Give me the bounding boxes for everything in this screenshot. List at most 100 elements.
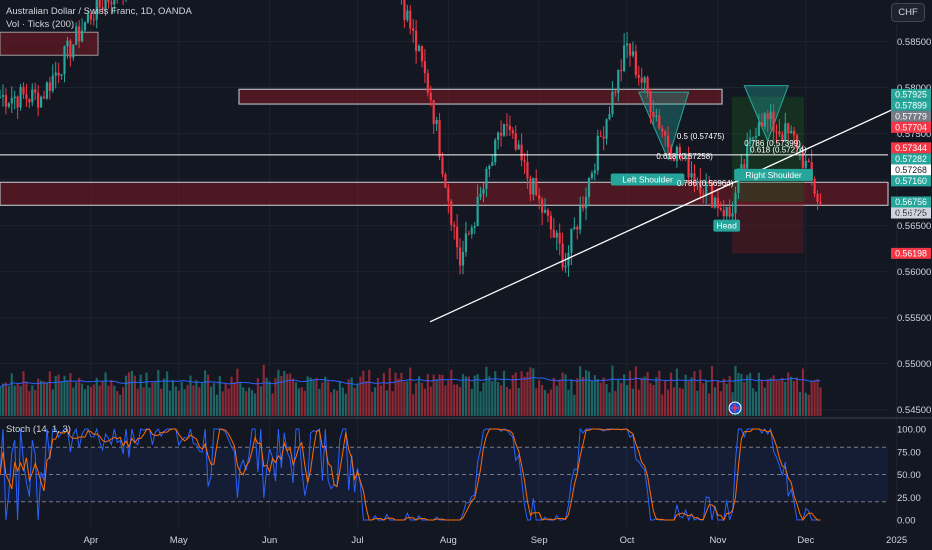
volume-bar (675, 368, 678, 416)
volume-bar (312, 379, 315, 416)
currency-button[interactable]: CHF (891, 3, 925, 22)
candle-body (713, 197, 717, 208)
symbol-title[interactable]: Australian Dollar / Swiss Franc, 1D, OAN… (6, 6, 192, 17)
candle-body (7, 103, 10, 107)
volume-bar (790, 376, 793, 416)
candle-body (634, 51, 637, 76)
candle-body (470, 227, 473, 235)
volume-bar (505, 387, 509, 416)
candle-body (10, 98, 13, 104)
volume-bar (403, 381, 406, 416)
stoch-indicator-label[interactable]: Stoch (14, 1, 3) (6, 424, 71, 435)
flag-icon[interactable] (728, 401, 742, 415)
volume-bar (705, 380, 708, 416)
candle-body (19, 86, 22, 108)
candle-body (734, 192, 737, 214)
volume-bar (160, 388, 163, 416)
candle-body (39, 96, 43, 108)
candle-body (757, 122, 761, 136)
volume-bar (664, 381, 667, 416)
stoch-tick-0: 100.00 (897, 425, 926, 436)
volume-bar (116, 390, 119, 416)
volume-bar (631, 388, 635, 416)
stoch-tick-4: 0.00 (897, 516, 916, 527)
volume-bar (262, 364, 265, 416)
volume-bar (716, 380, 719, 416)
volume-bar (110, 379, 113, 416)
volume-bar (772, 375, 775, 416)
candle-body (467, 233, 470, 235)
volume-bar (13, 385, 16, 416)
volume-bar (321, 382, 324, 416)
candle-body (687, 153, 690, 178)
y-tick-1: 0.58000 (897, 83, 931, 94)
candle-body (532, 177, 535, 195)
candle-body (573, 227, 576, 229)
volume-bar (435, 379, 438, 416)
candle-body (508, 125, 511, 131)
candle-body (552, 229, 555, 238)
volume-bar (394, 372, 397, 416)
volume-bar (332, 389, 336, 416)
volume-bar (582, 377, 585, 416)
volume-bar (107, 385, 110, 416)
candle-body (535, 177, 538, 196)
volume-indicator-label[interactable]: Vol · Ticks (200) (6, 19, 75, 30)
candle-body (708, 182, 711, 184)
volume-bar (708, 393, 711, 416)
candle-body (599, 135, 602, 137)
candle-body (561, 243, 564, 268)
candle-body (787, 123, 790, 134)
volume-bar (511, 375, 514, 416)
volume-bar (719, 391, 722, 416)
volume-bar (760, 380, 763, 416)
volume-bar (526, 371, 529, 416)
candle-body (541, 199, 544, 213)
volume-bar (253, 393, 257, 416)
volume-bar (643, 376, 646, 416)
candle-body (684, 153, 687, 159)
volume-bar (180, 381, 183, 416)
price-labels: 0.579250.578990.577790.577040.573440.572… (891, 88, 931, 259)
volume-bar (28, 391, 31, 416)
price-tag-7: 0.57160 (895, 176, 927, 186)
price-tag-1: 0.57899 (895, 100, 927, 110)
candle-body (538, 195, 541, 200)
volume-bar (157, 369, 160, 416)
time-axis[interactable]: AprMayJunJulAugSepOctNovDec2025Feb (83, 535, 932, 546)
volume-bar (230, 376, 233, 416)
candle-body (620, 69, 623, 72)
volume-bar (438, 374, 441, 416)
volume-bar (248, 387, 251, 416)
volume-bar (233, 382, 236, 416)
volume-bar (757, 372, 761, 416)
volume-bar (458, 386, 462, 416)
candle-body (403, 0, 406, 20)
volume-bar (464, 376, 468, 416)
candle-body (63, 46, 66, 75)
x-tick-3: Jul (351, 535, 363, 546)
volume-bar (80, 383, 84, 416)
volume-bar (602, 377, 605, 416)
candle-body (420, 45, 424, 62)
candle-body (89, 14, 92, 20)
candle-body (37, 92, 40, 108)
volume-bar (684, 374, 687, 416)
volume-bar (710, 365, 714, 416)
volume-bar (564, 374, 567, 416)
stoch-tick-1: 75.00 (897, 447, 921, 458)
y-tick-6: 0.55500 (897, 313, 931, 324)
candle-body (672, 158, 676, 162)
volume-bar (816, 379, 819, 416)
volume-bar (25, 382, 28, 416)
volume-bar (206, 374, 210, 416)
candle-body (83, 22, 87, 31)
candle-body (608, 114, 611, 120)
volume-bar (127, 372, 131, 416)
candle-body (649, 92, 652, 112)
candle-body (702, 193, 705, 195)
volume-bar (189, 375, 192, 416)
candle-body (558, 232, 561, 244)
candle-body (705, 182, 708, 195)
